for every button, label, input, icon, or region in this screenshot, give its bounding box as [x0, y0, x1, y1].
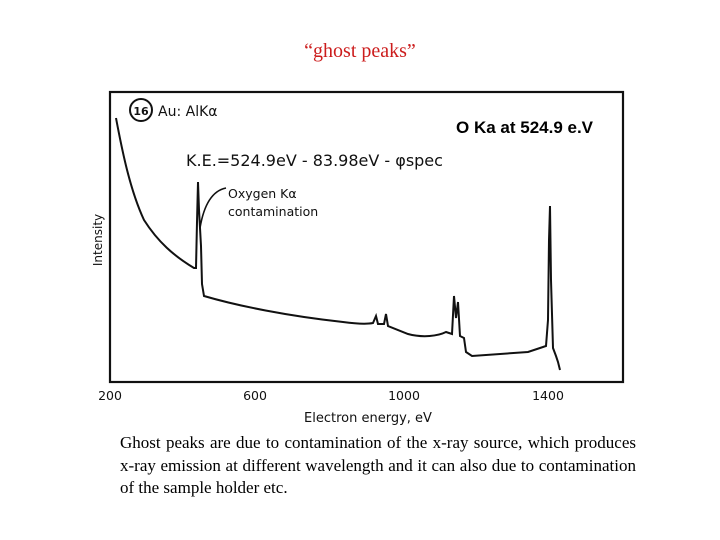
y-axis-label: Intensity [91, 214, 105, 266]
kinetic-energy-equation: K.E.=524.9eV - 83.98eV - φspec [186, 151, 443, 170]
peak-pointer-line [199, 187, 227, 229]
plot-frame [108, 90, 625, 384]
x-tick-1400: 1400 [532, 388, 564, 403]
badge-number: 16 [133, 105, 149, 118]
figure-badge [129, 98, 153, 122]
slide-title: “ghost peaks” [304, 40, 416, 62]
x-axis-label: Electron energy, eV [304, 411, 432, 426]
x-tick-200: 200 [98, 388, 122, 403]
spectrum-svg: 16 Au: AlKα K.E.=524.9eV - 83.98eV - φsp… [91, 90, 625, 426]
xps-spectrum-figure: 16 Au: AlKα K.E.=524.9eV - 83.98eV - φsp… [88, 80, 628, 430]
oxygen-peak-callout: O Ka at 524.9 e.V [455, 118, 595, 138]
spectrum-curve [115, 117, 561, 371]
x-tick-600: 600 [243, 388, 267, 403]
slide-caption: Ghost peaks are due to contamination of … [120, 433, 636, 497]
peak-label-line1: Oxygen Kα [228, 186, 297, 201]
xray-source-label: Au: AlKα [158, 104, 218, 120]
x-tick-1000: 1000 [388, 388, 420, 403]
peak-label-line2: contamination [228, 204, 318, 219]
